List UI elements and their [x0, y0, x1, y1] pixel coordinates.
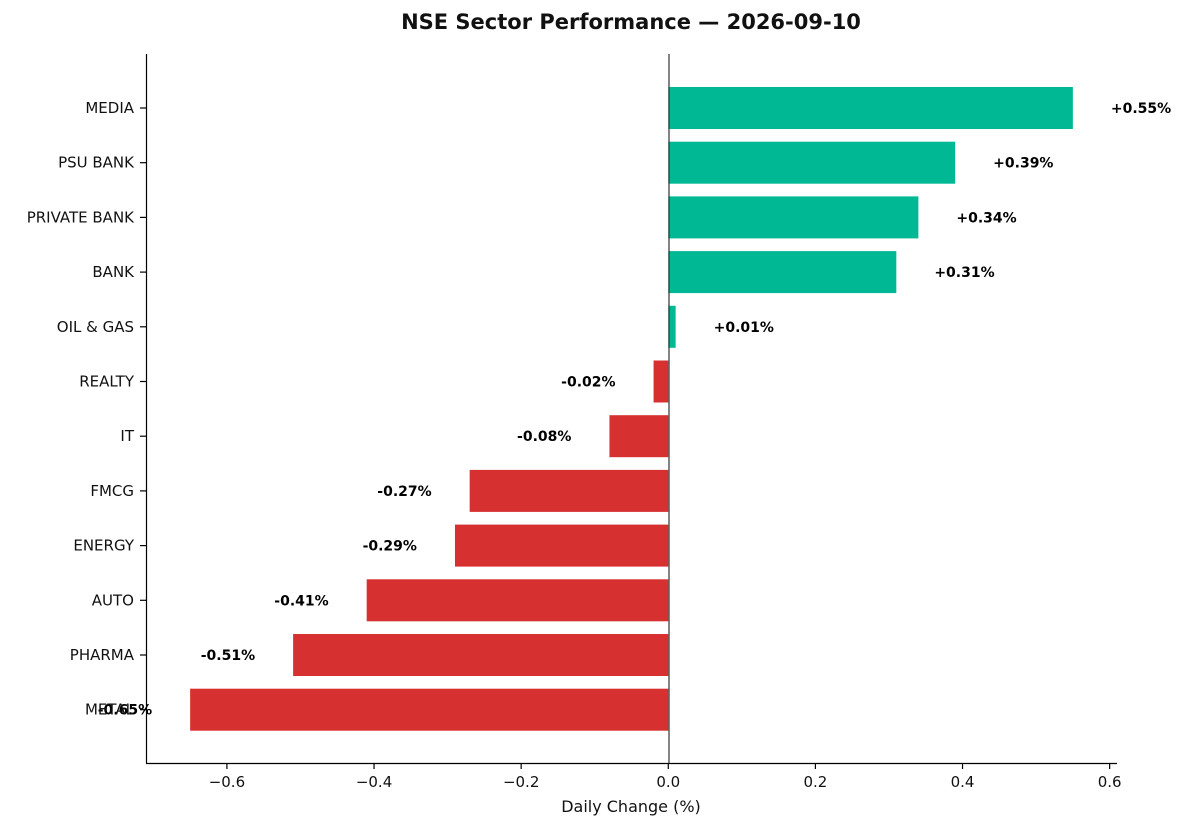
bar-pharma [293, 634, 669, 676]
value-label-fmcg: -0.27% [377, 484, 431, 500]
chart-title: NSE Sector Performance — 2026-09-10 [401, 10, 861, 34]
category-label-private-bank: PRIVATE BANK [27, 208, 135, 226]
bar-media [668, 87, 1073, 129]
bar-oil-gas [668, 305, 676, 348]
value-label-bank: +0.31% [934, 265, 994, 281]
category-label-bank: BANK [92, 263, 135, 281]
value-label-realty: -0.02% [561, 375, 615, 391]
x-tick-label: 0.0 [656, 773, 680, 791]
category-label-media: MEDIA [85, 99, 134, 117]
category-label-auto: AUTO [92, 591, 134, 609]
value-label-auto: -0.41% [274, 593, 328, 609]
category-label-oil-gas: OIL & GAS [57, 318, 134, 336]
bar-it [609, 415, 669, 458]
x-tick-label: 0.2 [803, 773, 827, 791]
bar-psu-bank [668, 141, 956, 184]
category-label-psu-bank: PSU BANK [58, 154, 135, 172]
category-label-realty: REALTY [79, 373, 135, 391]
bar-private-bank [668, 196, 919, 239]
bar-bank [668, 251, 897, 294]
x-tick-label: −0.4 [356, 773, 392, 791]
bar-realty [653, 360, 669, 403]
bars-layer [190, 87, 1073, 731]
x-tick-label: 0.4 [951, 773, 975, 791]
value-label-oil-gas: +0.01% [714, 320, 774, 336]
category-label-metal: METAL [85, 701, 135, 719]
bar-metal [190, 688, 669, 731]
value-label-media: +0.55% [1111, 101, 1171, 117]
bar-auto [366, 579, 669, 622]
x-ticks: −0.6 −0.4 −0.2 0.0 0.2 0.4 0.6 [209, 763, 1122, 791]
value-label-energy: -0.29% [363, 539, 417, 555]
x-tick-label: 0.6 [1098, 773, 1122, 791]
category-label-energy: ENERGY [73, 537, 134, 555]
labels-layer: +0.55% +0.39% +0.34% +0.31% +0.01% -0.02% -0.0… [98, 101, 1171, 719]
category-label-it: IT [120, 427, 134, 445]
bar-energy [454, 524, 669, 567]
x-tick-label: −0.2 [503, 773, 539, 791]
category-label-pharma: PHARMA [70, 646, 135, 664]
category-label-fmcg: FMCG [90, 482, 134, 500]
value-label-it: -0.08% [517, 429, 571, 445]
y-categories: MEDIA PSU BANK PRIVATE BANK BANK OIL & GAS RE… [27, 99, 146, 719]
bar-fmcg [469, 469, 669, 512]
x-axis-title: Daily Change (%) [561, 797, 701, 816]
value-label-psu-bank: +0.39% [993, 156, 1053, 172]
value-label-pharma: -0.51% [201, 648, 255, 664]
value-label-private-bank: +0.34% [956, 210, 1016, 226]
x-tick-label: −0.6 [209, 773, 245, 791]
value-label-metal: -0.65% [98, 703, 152, 719]
